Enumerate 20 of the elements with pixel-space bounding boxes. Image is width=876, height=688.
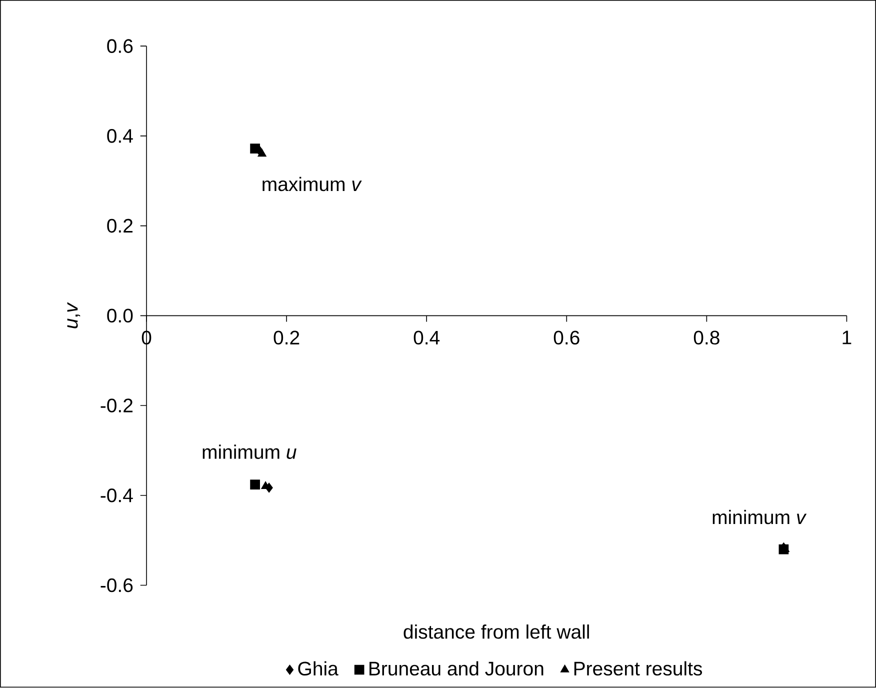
y-tick-label: -0.2 [100,398,133,413]
y-tick-label: 0.6 [107,39,133,54]
x-tick-label: 0.4 [414,330,440,345]
x-tick-label: 0.2 [274,330,300,345]
y-tick-label: 0.4 [107,129,133,144]
annotation: minimum u [202,444,296,460]
x-tick-label: 0.6 [554,330,580,345]
annotation: maximum v [262,177,362,192]
y-tick-label: -0.4 [100,488,133,502]
x-axis-title: distance from left wall [404,624,589,639]
y-axis-title: u,v [67,302,80,328]
legend-label: Bruneau and Jouron [370,661,544,676]
y-tick-label: 0.0 [107,308,133,323]
x-tick-label: 0.8 [694,330,720,345]
legend-label: Ghia [298,661,338,676]
legend-label: Present results [574,661,702,676]
annotation: minimum v [712,510,807,524]
y-tick-label: 0.2 [107,219,133,233]
x-tick-label: 1 [842,330,852,344]
y-tick-label: -0.6 [100,578,133,592]
